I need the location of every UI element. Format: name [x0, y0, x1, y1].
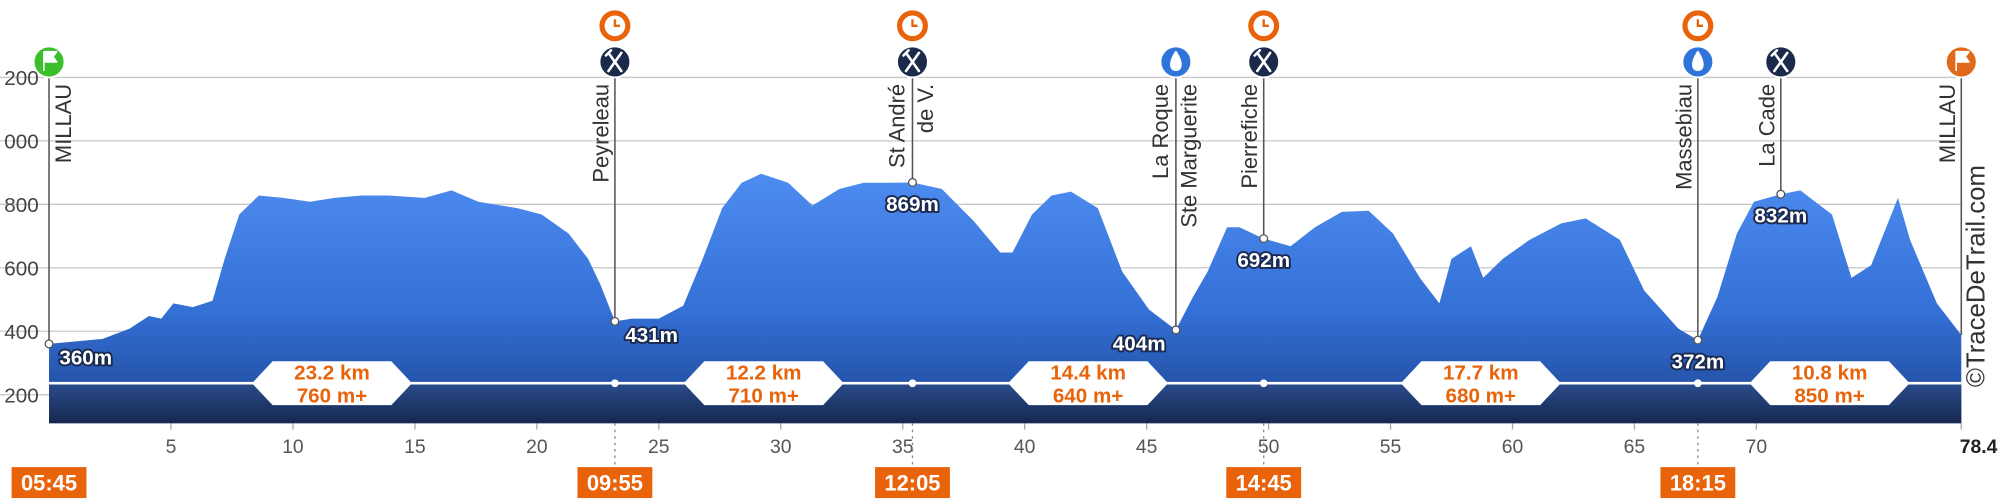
segment-gain: 640 m+: [1053, 385, 1124, 408]
x-tick-label: 35: [892, 436, 914, 458]
segment-badge: [1400, 361, 1561, 406]
x-tick-label: 30: [770, 436, 792, 458]
band-dot: [1693, 379, 1702, 388]
segment-distance: 23.2 km: [294, 361, 370, 384]
waypoint-point: [1776, 189, 1786, 199]
x-tick-label: 10: [282, 436, 304, 458]
y-tick-label: 200: [4, 67, 38, 90]
waypoint-point: [907, 177, 917, 187]
waypoint-point: [610, 316, 620, 326]
band-dot: [908, 379, 917, 388]
waypoint-name: La Roque: [1148, 84, 1173, 179]
credit: ©TraceDeTrail.com: [1963, 165, 1991, 387]
y-tick-label: 800: [4, 194, 38, 217]
x-tick-label: 55: [1380, 436, 1402, 458]
food-glyph: [604, 49, 623, 73]
segment-distance: 17.7 km: [1443, 361, 1519, 384]
x-tick-label: 5: [166, 436, 177, 458]
y-tick-label: 400: [4, 321, 38, 344]
time-box: [577, 467, 653, 499]
segment-distance: 10.8 km: [1792, 361, 1868, 384]
x-tick-label: 78.4: [1960, 436, 1998, 458]
time-box: [1660, 467, 1736, 499]
waypoint-name: MILLAU: [51, 84, 76, 163]
food-glyph: [902, 49, 921, 73]
waypoint-name: St André: [885, 84, 910, 168]
elevation-label: 692m: [1237, 249, 1290, 272]
waypoint-name: MILLAU: [1935, 84, 1960, 163]
y-tick-label: 600: [4, 258, 38, 281]
segment-distance: 12.2 km: [726, 361, 802, 384]
waypoint-name: Ste Marguerite: [1177, 84, 1202, 228]
waypoint-name: Pierrefiche: [1237, 84, 1262, 189]
x-tick-label: 60: [1502, 436, 1524, 458]
waypoint-point: [1693, 335, 1703, 345]
food-glyph: [1770, 49, 1789, 73]
x-tick-label: 20: [526, 436, 548, 458]
time-box: [1226, 467, 1302, 499]
clock-hands: [1696, 19, 1704, 27]
waypoint-point: [1171, 325, 1181, 335]
x-tick-label: 40: [1014, 436, 1036, 458]
segment-badge: [1008, 361, 1169, 406]
elevation-area: [49, 173, 1962, 424]
food-glyph: [1253, 49, 1272, 73]
time-label: 14:45: [1236, 470, 1292, 495]
x-tick-label: 25: [648, 436, 670, 458]
time-label: 12:05: [884, 470, 940, 495]
segment-badge: [251, 361, 412, 406]
x-tick-label: 50: [1258, 436, 1280, 458]
waypoint-name: Massebiau: [1671, 84, 1696, 190]
elevation-label: 404m: [1113, 333, 1166, 356]
elevation-label: 869m: [886, 193, 939, 216]
time-label: 05:45: [21, 470, 77, 495]
y-tick-label: 200: [4, 384, 38, 407]
segment-distance: 14.4 km: [1050, 361, 1126, 384]
elevation-label: 372m: [1671, 350, 1724, 373]
elevation-label: 832m: [1754, 205, 1807, 228]
x-tick-label: 70: [1746, 436, 1768, 458]
band-dot: [611, 379, 619, 388]
segment-gain: 680 m+: [1446, 385, 1517, 408]
segment-badge: [1749, 361, 1910, 406]
clock-hands: [1262, 19, 1269, 27]
waypoint-point: [44, 339, 54, 349]
elevation-label: 431m: [625, 324, 678, 347]
flag-glyph: [43, 50, 58, 71]
waypoint-name: de V.: [913, 84, 938, 133]
band-dot: [1259, 379, 1268, 388]
y-tick-label: 000: [4, 131, 38, 154]
flag-glyph: [1955, 50, 1970, 71]
segment-badge: [683, 361, 844, 406]
clock-hands: [911, 19, 918, 27]
waypoint-name: La Cade: [1754, 84, 1779, 167]
x-tick-label: 65: [1624, 436, 1646, 458]
time-box: [11, 467, 87, 499]
time-box: [875, 467, 950, 499]
water-glyph: [1170, 50, 1182, 71]
segment-gain: 850 m+: [1794, 385, 1865, 408]
segment-gain: 710 m+: [728, 385, 799, 408]
time-label: 09:55: [587, 470, 643, 495]
segment-gain: 760 m+: [297, 385, 368, 408]
x-tick-label: 45: [1136, 436, 1158, 458]
time-label: 18:15: [1670, 470, 1726, 495]
elevation-label: 360m: [59, 347, 112, 370]
waypoint-name: Peyreleau: [588, 84, 613, 183]
water-glyph: [1692, 50, 1704, 71]
waypoint-point: [1259, 234, 1269, 244]
overlay-layer: MILLAU 360m 05:45 Peyreleau 431m 09:55 St Andr…: [11, 10, 1978, 499]
clock-hands: [613, 19, 621, 27]
x-tick-label: 15: [404, 436, 426, 458]
